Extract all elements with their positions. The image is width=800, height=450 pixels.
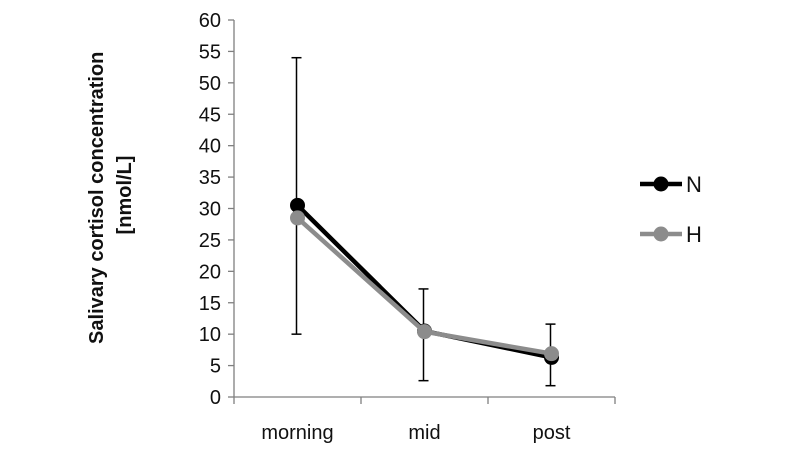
y-tick-label: 35 [199,167,221,189]
y-tick-label: 45 [199,104,221,126]
y-tick-label: 50 [199,73,221,95]
legend-swatch-marker [653,226,669,242]
y-tick-label: 0 [210,387,221,409]
data-point [544,346,559,362]
series-N [290,197,559,365]
legend-item: H [640,222,702,247]
y-ticks: 0 5 10 15 20 25 30 35 40 45 50 55 60 [199,10,234,409]
y-tick-label: 5 [210,356,221,378]
y-tick-label: 15 [199,293,221,315]
x-tick-label: mid [408,422,440,444]
y-axis-title: Salivary cortisol concentration [nmol/L] [86,46,136,344]
x-tick-label: morning [261,422,333,444]
y-axis-title-line-1: Salivary cortisol concentration [86,52,108,344]
legend-item: N [640,172,702,197]
legend: NH [640,172,702,247]
y-tick-label: 10 [199,324,221,346]
legend-swatch-marker [653,176,669,192]
y-tick-label: 20 [199,261,221,283]
legend-label: H [686,222,702,247]
y-tick-label: 30 [199,199,221,221]
x-tick-label: post [533,422,571,444]
series-H [290,210,559,362]
y-tick-label: 55 [199,41,221,63]
series [290,197,559,365]
x-ticks: morning mid post [233,397,616,444]
y-axis-title-line-2: [nmol/L] [114,156,136,235]
data-point [290,197,305,213]
y-tick-label: 25 [199,230,221,252]
y-tick-label: 40 [199,136,221,158]
data-point [290,210,305,226]
y-tick-label: 60 [199,10,221,32]
data-point [417,324,432,340]
legend-label: N [686,172,702,197]
